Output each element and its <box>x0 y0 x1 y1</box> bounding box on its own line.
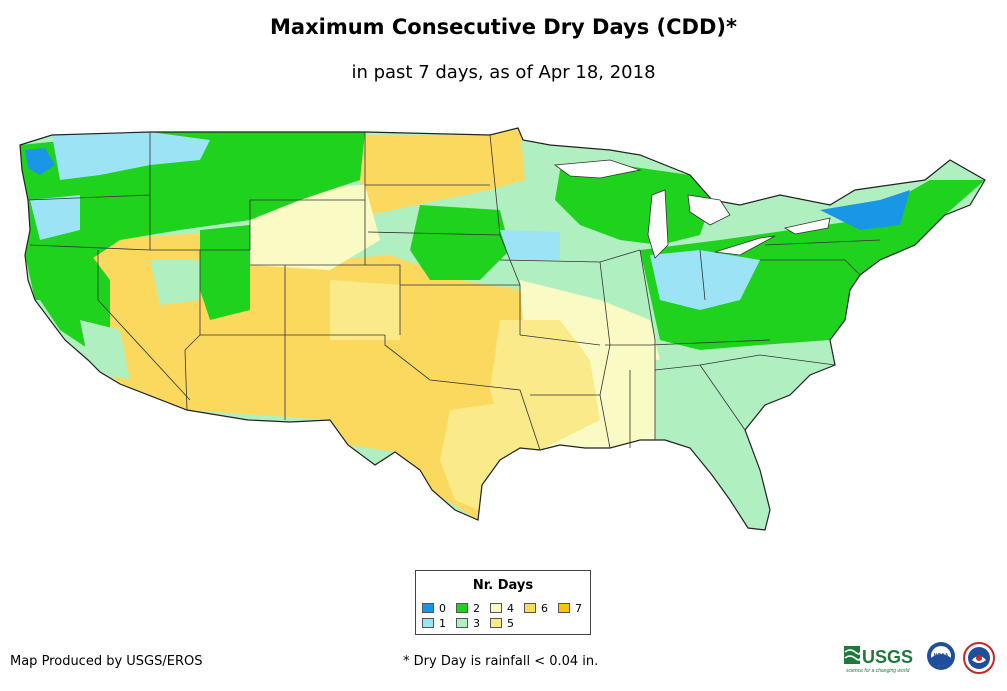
zone-1-ohio-valley <box>650 250 760 310</box>
zone-3-nevada <box>150 260 200 305</box>
credit-text: Map Produced by USGS/EROS <box>10 654 203 669</box>
legend-label-4: 4 <box>507 602 514 615</box>
zone-1-washington <box>52 132 210 180</box>
zone-5-east-texas <box>440 400 540 510</box>
zone-3-socal <box>80 320 130 380</box>
legend-item-5: 5 <box>490 618 514 630</box>
zone-0-puget <box>25 148 55 175</box>
usgs-logo-text: USGS <box>862 647 913 667</box>
legend-label-7: 7 <box>575 602 582 615</box>
legend-item-6: 6 <box>524 603 548 615</box>
state-borders <box>27 132 881 451</box>
legend-item-3: 3 <box>456 618 480 630</box>
legend-swatch-1 <box>422 618 434 628</box>
legend-swatch-3 <box>456 618 468 628</box>
lake-huron <box>687 194 731 226</box>
legend-label-1: 1 <box>439 617 446 630</box>
us-outline <box>19 127 986 531</box>
noaa-logo-text: NOAA <box>934 653 949 659</box>
zone-1-iowa <box>500 230 560 260</box>
zone-2-nebraska <box>410 205 510 280</box>
legend: Nr. Days 0 1 2 3 4 5 6 7 <box>415 570 591 635</box>
great-lakes <box>553 159 831 259</box>
lake-ontario <box>783 217 831 235</box>
zone-1-oregon <box>30 195 80 240</box>
legend-item-4: 4 <box>490 603 514 615</box>
map-subtitle: in past 7 days, as of Apr 18, 2018 <box>351 62 656 83</box>
footnote-text: * Dry Day is rainfall < 0.04 in. <box>403 654 599 669</box>
nws-logo <box>963 642 995 674</box>
legend-item-2: 2 <box>456 603 480 615</box>
legend-label-6: 6 <box>541 602 548 615</box>
noaa-logo: NOAA <box>927 642 955 670</box>
legend-item-7: 7 <box>558 603 582 615</box>
zone-0-northeast <box>820 190 910 230</box>
usgs-tagline: science for a changing world <box>846 668 910 674</box>
legend-swatch-7 <box>558 603 570 613</box>
legend-title: Nr. Days <box>472 578 534 593</box>
zone-2-northwest <box>20 132 365 300</box>
zone-2-great-lakes <box>555 165 712 245</box>
legend-swatch-0 <box>422 603 434 613</box>
usgs-logo: USGS science for a changing world <box>844 646 913 674</box>
dry-days-zones <box>20 128 985 530</box>
legend-label-3: 3 <box>473 617 480 630</box>
map-title: Maximum Consecutive Dry Days (CDD)* <box>270 15 737 39</box>
legend-swatch-6 <box>524 603 536 613</box>
agency-logos: USGS science for a changing world NOAA <box>842 636 1002 685</box>
usgs-wave-icon <box>844 646 860 664</box>
legend-item-0: 0 <box>422 603 446 615</box>
legend-label-5: 5 <box>507 617 514 630</box>
zone-6-north-plains <box>360 128 525 215</box>
legend-swatch-2 <box>456 603 468 613</box>
legend-swatch-4 <box>490 603 502 613</box>
legend-swatch-5 <box>490 618 502 628</box>
lake-erie <box>714 235 776 256</box>
legend-label-2: 2 <box>473 602 480 615</box>
legend-item-1: 1 <box>422 618 446 630</box>
legend-label-0: 0 <box>439 602 446 615</box>
zone-5-colorado <box>330 280 400 340</box>
logo-strip: USGS science for a changing world NOAA <box>844 642 995 674</box>
zone-2-utah <box>200 225 250 320</box>
lake-michigan <box>647 189 669 259</box>
lake-superior <box>553 159 642 179</box>
